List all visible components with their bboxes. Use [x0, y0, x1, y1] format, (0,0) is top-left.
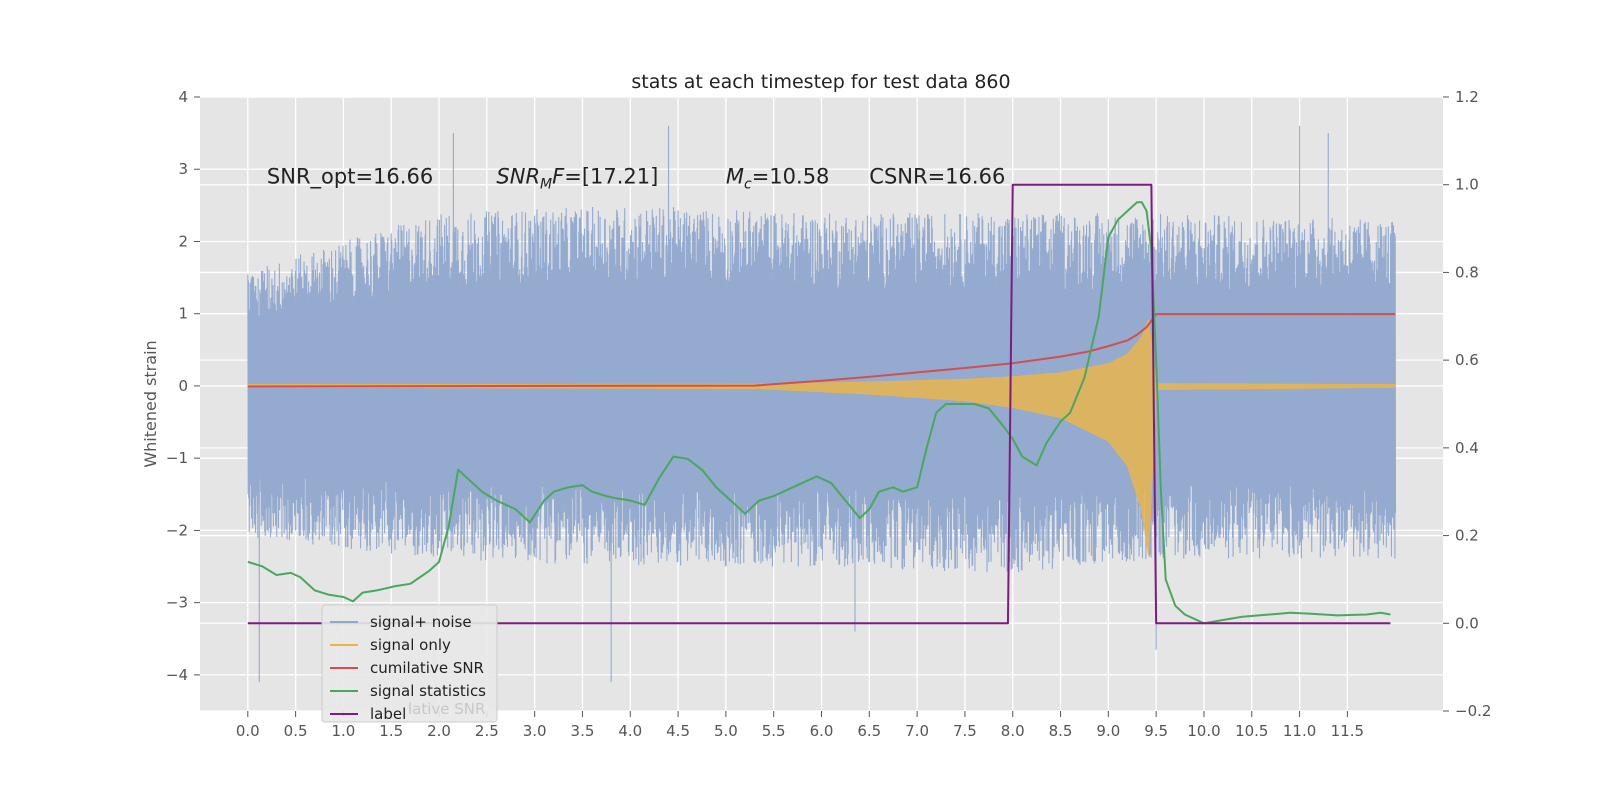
y-tick-label-right: 0.4 — [1455, 439, 1479, 457]
x-tick-label: 2.5 — [475, 722, 499, 740]
x-tick-label: 2.0 — [427, 722, 451, 740]
legend-overlap-text: lative SNR — [408, 700, 485, 718]
x-tick-label: 6.0 — [810, 722, 834, 740]
x-tick-label: 10.0 — [1187, 722, 1220, 740]
y-tick-label-left: −4 — [166, 666, 188, 684]
x-tick-label: 5.0 — [714, 722, 738, 740]
x-tick-label: 5.5 — [762, 722, 786, 740]
annotation-0: SNR_opt=16.66 — [267, 164, 433, 189]
annotation-3: CSNR=16.66 — [869, 164, 1005, 188]
x-tick-label: 4.5 — [666, 722, 690, 740]
x-tick-label: 10.5 — [1235, 722, 1268, 740]
legend-entry: signal+ noise — [370, 613, 472, 631]
annotation-layer: SNR_opt=16.66 SNRMF=[17.21] Mc=10.58 CSNR=1… — [267, 164, 1005, 192]
annotation-1: SNRMF=[17.21] — [496, 164, 658, 192]
annotation-2: Mc=10.58 — [726, 164, 830, 192]
series-signal-statistics — [247, 201, 1391, 625]
x-tick-label: 8.0 — [1001, 722, 1025, 740]
x-tick-label: 0.0 — [236, 722, 260, 740]
y-axis-label: Whitened strain — [141, 340, 160, 467]
x-tick-label: 7.5 — [953, 722, 977, 740]
y-tick-label-left: −1 — [166, 449, 188, 467]
x-tick-label: 6.5 — [857, 722, 881, 740]
series-cumulative-snr — [247, 313, 1396, 388]
y-tick-label-right: −0.2 — [1455, 702, 1491, 720]
x-tick-label: 4.0 — [618, 722, 642, 740]
y-tick-label-left: 3 — [178, 160, 188, 178]
legend-box — [321, 604, 498, 723]
x-tick-label: 1.0 — [331, 722, 355, 740]
y-tick-label-right: 0.2 — [1455, 527, 1479, 545]
y-tick-label-left: 2 — [178, 232, 188, 250]
x-tick-label: 1.5 — [379, 722, 403, 740]
y-tick-label-left: −2 — [166, 521, 188, 539]
y-tick-label-right: 1.0 — [1455, 176, 1479, 194]
legend-entry: cumilative SNR — [370, 659, 484, 677]
x-tick-label: 3.0 — [523, 722, 547, 740]
y-tick-label-left: 4 — [178, 88, 188, 106]
legend-entry: signal only — [370, 636, 451, 654]
y-tick-label-left: −3 — [166, 594, 188, 612]
y-tick-label-right: 0.8 — [1455, 263, 1479, 281]
y-tick-label-left: 0 — [178, 377, 188, 395]
x-tick-label: 0.5 — [284, 722, 308, 740]
x-tick-label: 7.0 — [905, 722, 929, 740]
signal-series-layer — [247, 319, 1396, 556]
x-tick-label: 11.0 — [1283, 722, 1316, 740]
y-axis-left: −4 −3 −2 −1 0 1 2 3 4 — [166, 88, 200, 684]
y-tick-label-right: 1.2 — [1455, 88, 1479, 106]
y-tick-label-right: 0.6 — [1455, 351, 1479, 369]
x-tick-label: 8.5 — [1049, 722, 1073, 740]
legend-entry: label — [370, 705, 406, 723]
line-series-layer — [247, 183, 1396, 625]
legend-entry: signal statistics — [370, 682, 486, 700]
series-label — [247, 183, 1391, 625]
x-axis: 0.0 0.5 1.0 1.5 2.0 2.5 3.0 3.5 4.0 4.5 5.0 5.5 6.0 6… — [236, 711, 1364, 740]
y-axis-right: −0.2 0.0 0.2 0.4 0.6 0.8 1.0 1.2 — [1443, 88, 1491, 720]
chart-title: stats at each timestep for test data 860 — [631, 71, 1010, 93]
y-tick-label-left: 1 — [178, 305, 188, 323]
x-tick-label: 3.5 — [571, 722, 595, 740]
x-tick-label: 9.5 — [1144, 722, 1168, 740]
series-signal-only — [247, 319, 1396, 556]
y-tick-label-right: 0.0 — [1455, 614, 1479, 632]
x-tick-label: 11.5 — [1331, 722, 1364, 740]
legend: lative SNR signal+ noise signal only cumila… — [321, 604, 498, 723]
x-tick-label: 9.0 — [1096, 722, 1120, 740]
